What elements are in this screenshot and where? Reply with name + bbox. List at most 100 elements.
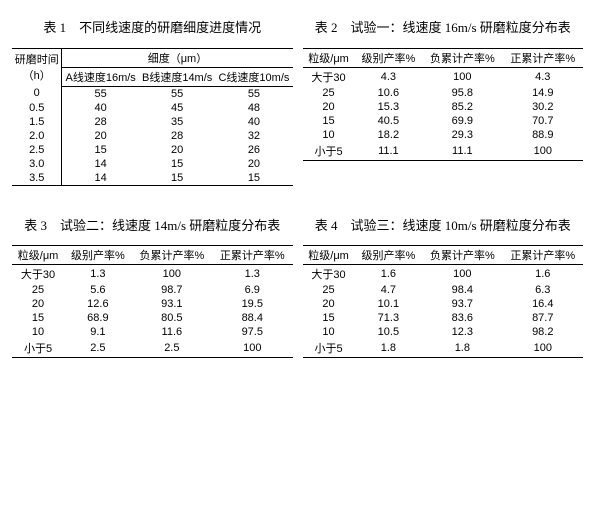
t1-subC: C线速度10m/s — [215, 67, 292, 86]
cell: 16.4 — [503, 297, 583, 311]
table4-block: 表 4 试验三：线速度 10m/s 研磨粒度分布表 粒级/μm 级别产率% 负累… — [303, 216, 584, 359]
cell: 1.6 — [355, 265, 423, 284]
cell: 6.3 — [503, 283, 583, 297]
cell: 35 — [139, 115, 215, 129]
cell: 87.7 — [503, 311, 583, 325]
cell: 88.9 — [503, 128, 583, 142]
table4-title: 表 4 试验三：线速度 10m/s 研磨粒度分布表 — [303, 216, 584, 236]
table-row: 0555555 — [12, 86, 293, 101]
t1-head-time-unit: （h） — [23, 70, 51, 82]
table3-block: 表 3 试验二：线速度 14m/s 研磨粒度分布表 粒级/μm 级别产率% 负累… — [12, 216, 293, 359]
cell: 14 — [62, 171, 139, 186]
cell: 大于30 — [12, 265, 64, 284]
cell: 19.5 — [212, 297, 292, 311]
cell: 100 — [212, 339, 292, 358]
cell: 28 — [139, 129, 215, 143]
table-row: 2012.693.119.5 — [12, 297, 293, 311]
table-row: 1.5283540 — [12, 115, 293, 129]
cell: 100 — [132, 265, 212, 284]
cell: 25 — [12, 283, 64, 297]
table-row: 2.5152026 — [12, 143, 293, 157]
cell: 55 — [139, 86, 215, 101]
cell: 25 — [303, 283, 355, 297]
cell: 0.5 — [12, 101, 62, 115]
t4-h3: 正累计产率% — [503, 246, 583, 265]
t1-head-time-label: 研磨时间 — [15, 54, 59, 66]
table3: 粒级/μm 级别产率% 负累计产率% 正累计产率% 大于301.31001.3 … — [12, 245, 293, 358]
cell: 11.1 — [422, 142, 502, 161]
cell: 15 — [139, 157, 215, 171]
cell: 20 — [303, 297, 355, 311]
table-row: 大于301.61001.6 — [303, 265, 584, 284]
cell: 15 — [62, 143, 139, 157]
cell: 2.5 — [132, 339, 212, 358]
cell: 20 — [303, 100, 355, 114]
table-row: 大于301.31001.3 — [12, 265, 293, 284]
cell: 80.5 — [132, 311, 212, 325]
cell: 11.1 — [355, 142, 423, 161]
table-row: 小于51.81.8100 — [303, 339, 584, 358]
table-row: 小于511.111.1100 — [303, 142, 584, 161]
table-row: 2015.385.230.2 — [303, 100, 584, 114]
cell: 45 — [139, 101, 215, 115]
cell: 6.9 — [212, 283, 292, 297]
t3-h0: 粒级/μm — [12, 246, 64, 265]
cell: 85.2 — [422, 100, 502, 114]
table4: 粒级/μm 级别产率% 负累计产率% 正累计产率% 大于301.61001.6 … — [303, 245, 584, 358]
table-row: 1571.383.687.7 — [303, 311, 584, 325]
cell: 14.9 — [503, 86, 583, 100]
table-row: 109.111.697.5 — [12, 325, 293, 339]
table2: 粒级/μm 级别产率% 负累计产率% 正累计产率% 大于304.31004.3 … — [303, 48, 584, 161]
cell: 15 — [303, 114, 355, 128]
t2-h1: 级别产率% — [355, 48, 423, 67]
cell: 1.3 — [212, 265, 292, 284]
t2-h2: 负累计产率% — [422, 48, 502, 67]
cell: 14 — [62, 157, 139, 171]
cell: 100 — [503, 339, 583, 358]
cell: 28 — [62, 115, 139, 129]
cell: 10.1 — [355, 297, 423, 311]
cell: 100 — [422, 265, 502, 284]
cell: 15 — [12, 311, 64, 325]
table-row: 1568.980.588.4 — [12, 311, 293, 325]
table-row: 254.798.46.3 — [303, 283, 584, 297]
cell: 小于5 — [12, 339, 64, 358]
cell: 15 — [303, 311, 355, 325]
cell: 12.6 — [64, 297, 132, 311]
cell: 0 — [12, 86, 62, 101]
t4-h1: 级别产率% — [355, 246, 423, 265]
cell: 18.2 — [355, 128, 423, 142]
cell: 26 — [215, 143, 292, 157]
t4-h2: 负累计产率% — [422, 246, 502, 265]
table2-title: 表 2 试验一：线速度 16m/s 研磨粒度分布表 — [303, 18, 584, 38]
cell: 3.5 — [12, 171, 62, 186]
t2-h0: 粒级/μm — [303, 48, 355, 67]
cell: 小于5 — [303, 142, 355, 161]
t3-h1: 级别产率% — [64, 246, 132, 265]
cell: 15 — [215, 171, 292, 186]
table-row: 2.0202832 — [12, 129, 293, 143]
cell: 1.8 — [422, 339, 502, 358]
cell: 15.3 — [355, 100, 423, 114]
cell: 9.1 — [64, 325, 132, 339]
cell: 4.3 — [355, 67, 423, 86]
cell: 40 — [215, 115, 292, 129]
cell: 71.3 — [355, 311, 423, 325]
table-row: 大于304.31004.3 — [303, 67, 584, 86]
table2-block: 表 2 试验一：线速度 16m/s 研磨粒度分布表 粒级/μm 级别产率% 负累… — [303, 18, 584, 186]
table-row: 2510.695.814.9 — [303, 86, 584, 100]
cell: 10 — [303, 325, 355, 339]
cell: 100 — [422, 67, 502, 86]
cell: 3.0 — [12, 157, 62, 171]
cell: 20 — [12, 297, 64, 311]
cell: 1.3 — [64, 265, 132, 284]
cell: 30.2 — [503, 100, 583, 114]
table1-block: 表 1 不同线速度的研磨细度进度情况 研磨时间 （h） 细度（μm） A线速度1… — [12, 18, 293, 186]
table1: 研磨时间 （h） 细度（μm） A线速度16m/s B线速度14m/s C线速度… — [12, 48, 293, 186]
cell: 1.8 — [355, 339, 423, 358]
table-row: 3.0141520 — [12, 157, 293, 171]
cell: 98.2 — [503, 325, 583, 339]
table-row: 3.5141515 — [12, 171, 293, 186]
cell: 98.7 — [132, 283, 212, 297]
cell: 40 — [62, 101, 139, 115]
